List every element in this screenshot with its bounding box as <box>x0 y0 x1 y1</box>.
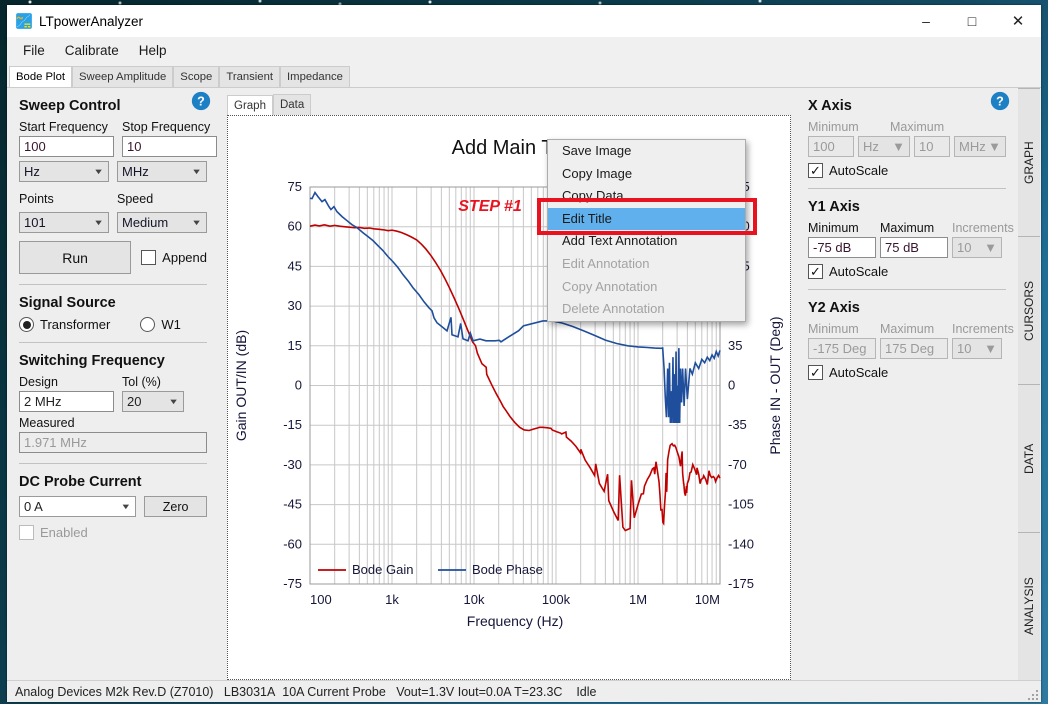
svg-text:60: 60 <box>288 219 302 234</box>
svg-text:Phase IN - OUT (Deg): Phase IN - OUT (Deg) <box>767 316 783 454</box>
svg-text:-60: -60 <box>283 536 302 551</box>
svg-text:35: 35 <box>728 338 742 353</box>
svg-text:?: ? <box>197 95 205 109</box>
svg-text:75: 75 <box>288 179 302 194</box>
svg-text:Bode Phase: Bode Phase <box>472 562 543 577</box>
svg-text:Bode Gain: Bode Gain <box>352 562 413 577</box>
svg-text:-175: -175 <box>728 576 754 591</box>
svg-text:0: 0 <box>728 378 735 393</box>
svg-text:-70: -70 <box>728 457 747 472</box>
svg-text:-15: -15 <box>283 417 302 432</box>
svg-text:-35: -35 <box>728 417 747 432</box>
svg-text:15: 15 <box>288 338 302 353</box>
svg-text:-75: -75 <box>283 576 302 591</box>
svg-text:10k: 10k <box>464 592 485 607</box>
svg-text:-140: -140 <box>728 536 754 551</box>
svg-text:Gain OUT/IN (dB): Gain OUT/IN (dB) <box>233 330 249 441</box>
svg-text:-105: -105 <box>728 497 754 512</box>
svg-text:1M: 1M <box>629 592 647 607</box>
svg-text:Frequency (Hz): Frequency (Hz) <box>467 613 563 629</box>
svg-text:STEP #1: STEP #1 <box>458 198 522 215</box>
svg-text:30: 30 <box>288 298 302 313</box>
svg-text:100: 100 <box>310 592 332 607</box>
svg-text:1k: 1k <box>385 592 399 607</box>
svg-text:?: ? <box>996 95 1004 109</box>
svg-text:100k: 100k <box>542 592 571 607</box>
svg-text:-30: -30 <box>283 457 302 472</box>
svg-text:0: 0 <box>295 378 302 393</box>
svg-text:10M: 10M <box>695 592 720 607</box>
svg-text:-45: -45 <box>283 497 302 512</box>
svg-text:45: 45 <box>288 258 302 273</box>
